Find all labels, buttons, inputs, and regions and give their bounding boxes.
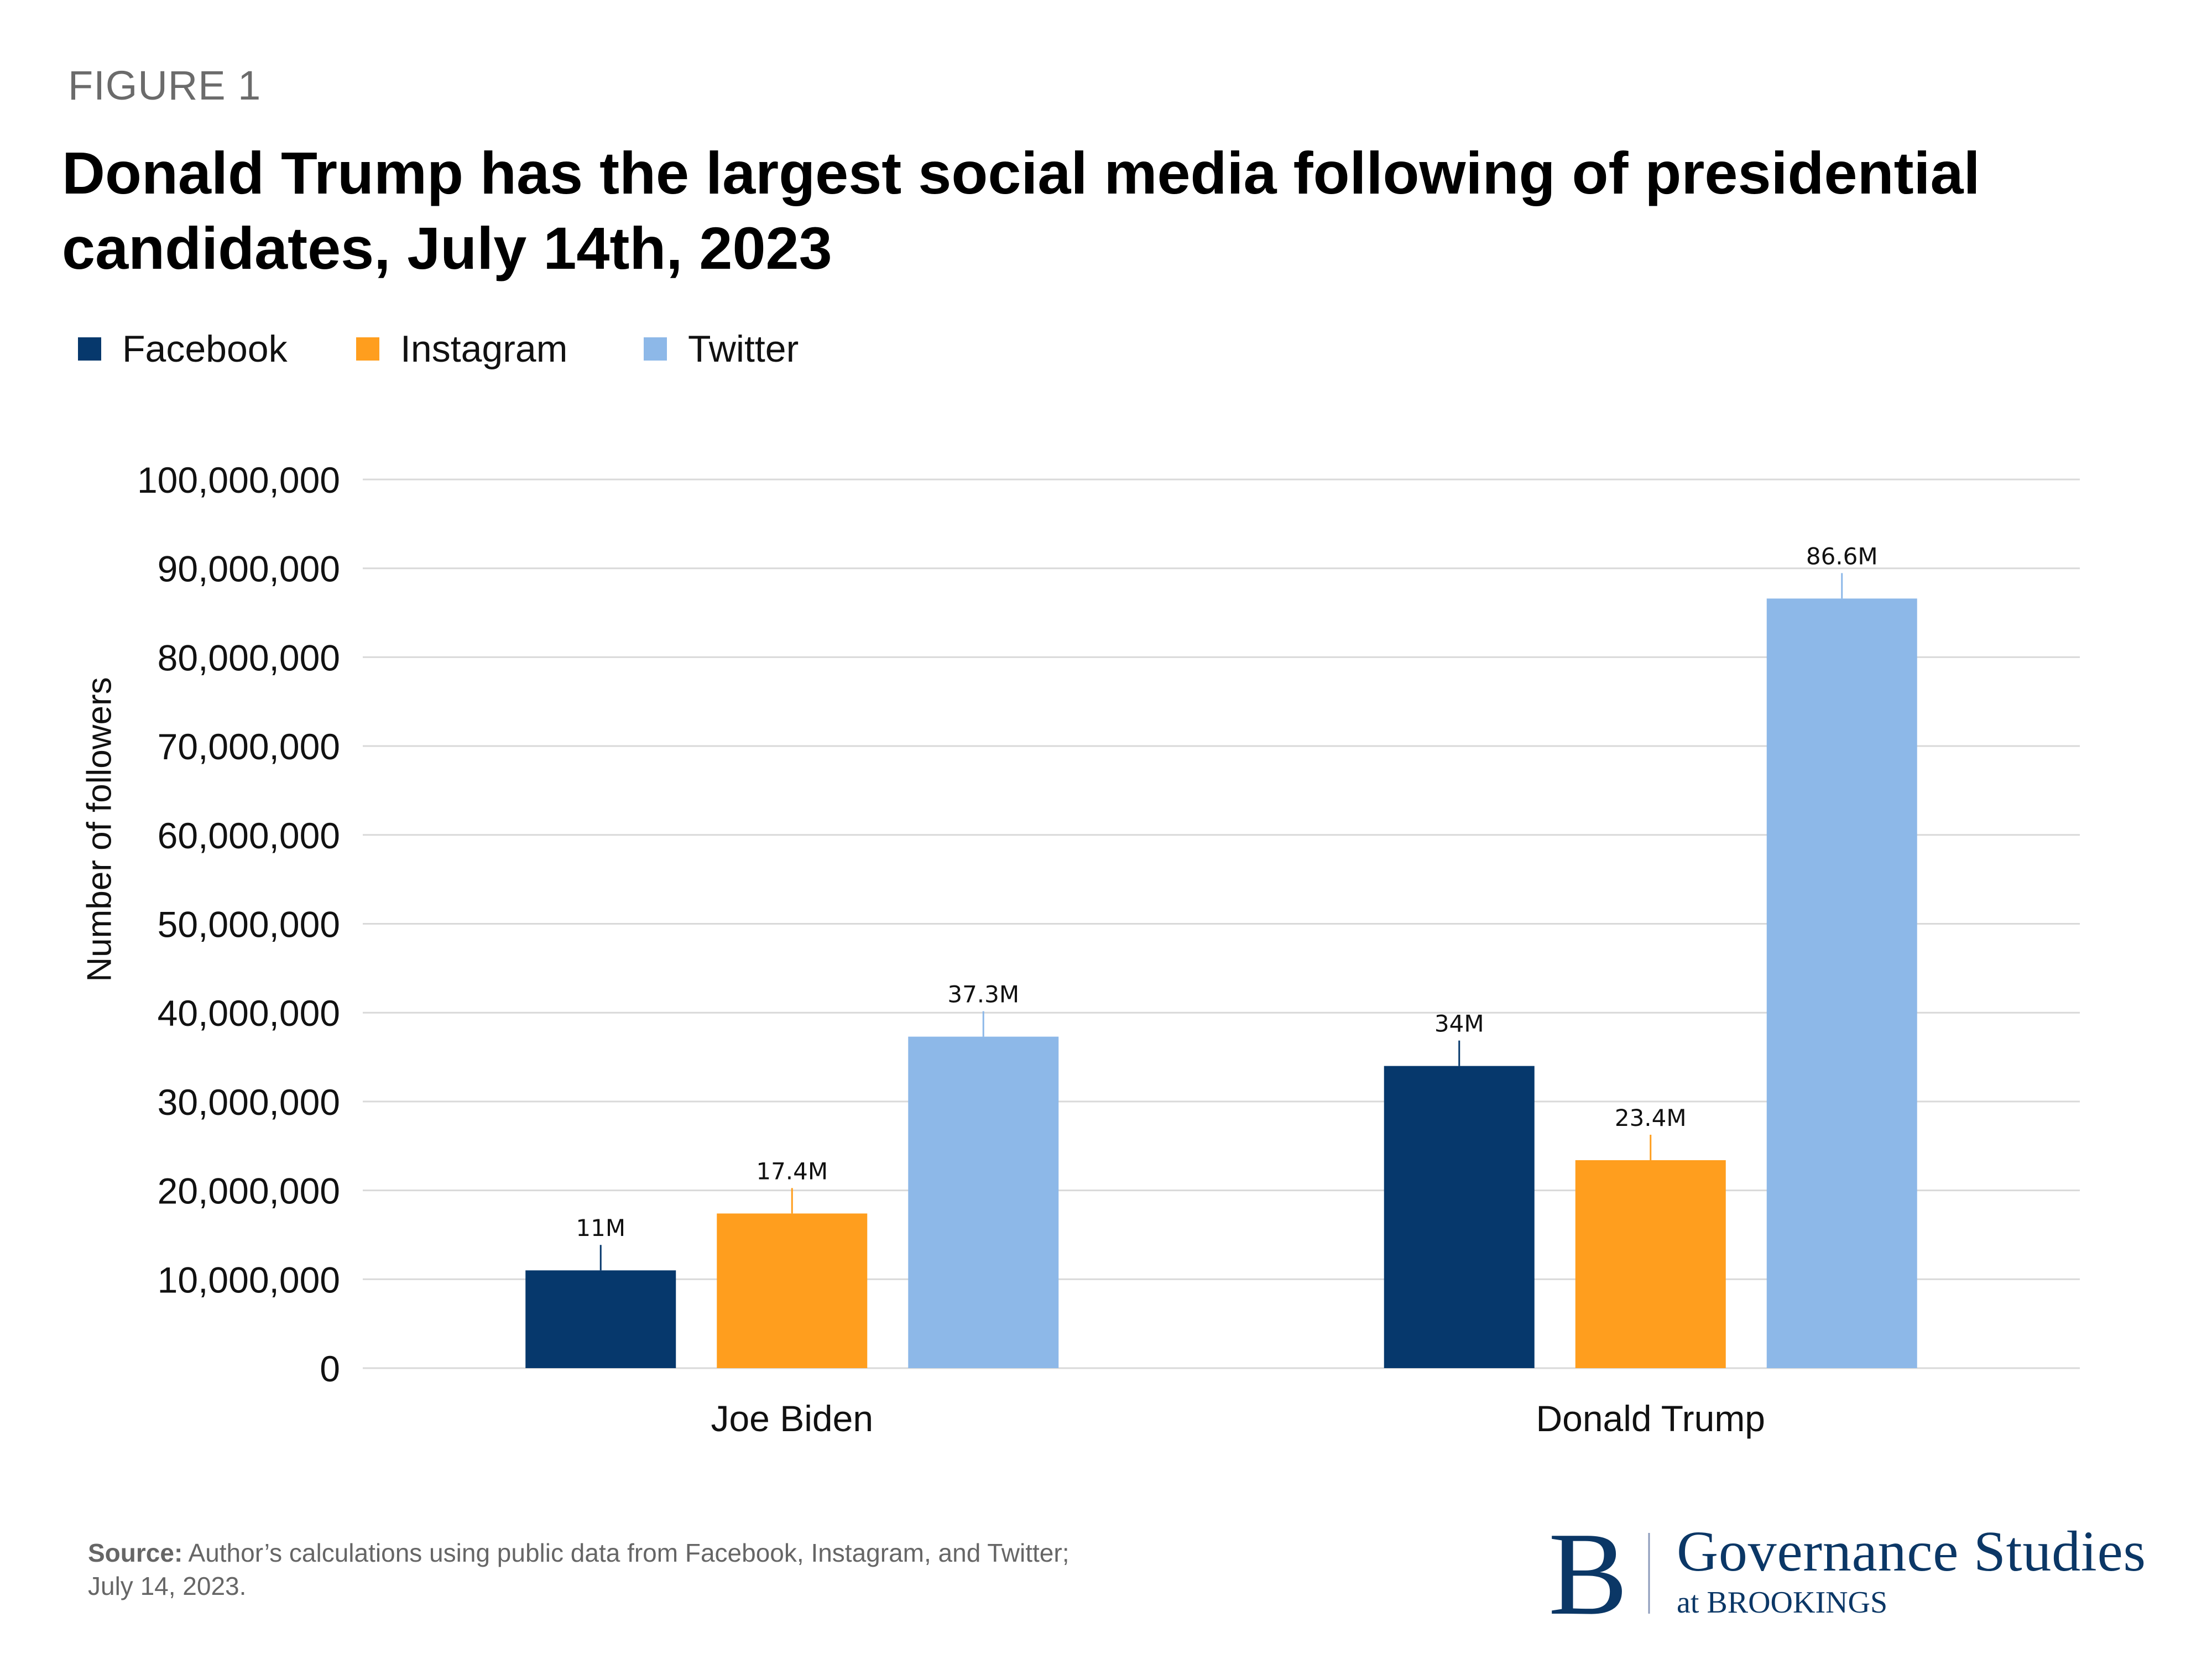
y-tick-label: 40,000,000 bbox=[158, 993, 340, 1034]
y-tick-label: 60,000,000 bbox=[158, 815, 340, 856]
data-label: 23.4M bbox=[1615, 1104, 1687, 1131]
legend-item-facebook: Facebook bbox=[78, 327, 288, 371]
logo-name: Governance Studies bbox=[1677, 1521, 2146, 1583]
legend-label: Twitter bbox=[688, 328, 799, 370]
bar-twitter bbox=[1766, 598, 1917, 1368]
legend-item-instagram: Instagram bbox=[356, 327, 567, 371]
data-label: 17.4M bbox=[756, 1157, 828, 1185]
source-note: Source: Author’s calculations using publ… bbox=[88, 1536, 1083, 1603]
y-tick-label: 50,000,000 bbox=[158, 904, 340, 945]
logo-sub: at BROOKINGS bbox=[1677, 1585, 1887, 1620]
y-tick-label: 80,000,000 bbox=[158, 637, 340, 678]
bar-instagram bbox=[1575, 1160, 1726, 1368]
bar-facebook bbox=[1384, 1066, 1535, 1368]
data-label: 34M bbox=[1434, 1010, 1484, 1037]
bar-twitter bbox=[908, 1036, 1059, 1368]
x-tick-label: Donald Trump bbox=[1536, 1398, 1765, 1439]
legend-label: Instagram bbox=[400, 328, 568, 370]
y-tick-label: 20,000,000 bbox=[158, 1171, 340, 1212]
bar-instagram bbox=[717, 1213, 868, 1368]
figure-label: FIGURE 1 bbox=[68, 62, 262, 108]
logo-letter: B bbox=[1548, 1521, 1627, 1626]
legend-swatch-facebook bbox=[78, 337, 101, 361]
x-tick-label: Joe Biden bbox=[711, 1398, 873, 1439]
source-text: Author’s calculations using public data … bbox=[88, 1538, 1070, 1600]
legend-swatch-twitter bbox=[644, 337, 667, 361]
brookings-logo: B Governance Studies at BROOKINGS bbox=[1548, 1521, 2146, 1626]
chart-title: Donald Trump has the largest social medi… bbox=[62, 139, 1980, 281]
data-label: 86.6M bbox=[1806, 542, 1878, 570]
data-label: 37.3M bbox=[947, 981, 1019, 1008]
legend-item-twitter: Twitter bbox=[644, 327, 799, 371]
y-tick-label: 100,000,000 bbox=[137, 460, 340, 500]
y-tick-label: 0 bbox=[320, 1348, 340, 1389]
y-tick-label: 10,000,000 bbox=[158, 1259, 340, 1300]
y-tick-label: 30,000,000 bbox=[158, 1082, 340, 1123]
legend-label: Facebook bbox=[122, 328, 288, 370]
bar-facebook bbox=[525, 1270, 676, 1368]
data-label: 11M bbox=[576, 1214, 625, 1241]
source-label: Source: bbox=[88, 1538, 183, 1567]
y-tick-label: 70,000,000 bbox=[158, 726, 340, 767]
y-tick-label: 90,000,000 bbox=[158, 549, 340, 589]
y-axis-label: Number of followers bbox=[80, 677, 119, 982]
legend-swatch-instagram bbox=[356, 337, 379, 361]
